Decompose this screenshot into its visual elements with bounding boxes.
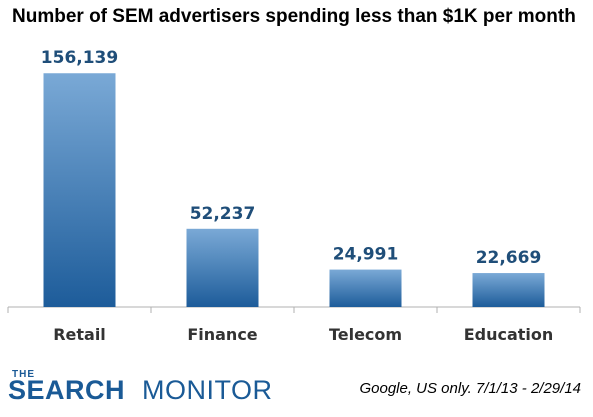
tick-label-retail: Retail — [53, 325, 106, 344]
data-label-telecom: 24,991 — [333, 245, 399, 265]
bar-finance — [186, 228, 259, 307]
tick-label-telecom: Telecom — [329, 325, 402, 344]
logo-the-text: THE — [12, 369, 35, 380]
tick-label-finance: Finance — [187, 325, 257, 344]
source-note: Google, US only. 7/1/13 - 2/29/14 — [359, 380, 581, 397]
data-label-retail: 156,139 — [41, 48, 118, 68]
chart-marks: 156,139 Retail 52,237 Finance 24,991 Telecom 2… — [7, 48, 581, 344]
logo-search-text: SEARCH — [8, 375, 126, 405]
data-label-education: 22,669 — [476, 248, 542, 268]
data-label-finance: 52,237 — [190, 204, 256, 224]
bar-education — [472, 273, 545, 307]
chart-title: Number of SEM advertisers spending less … — [12, 6, 576, 27]
bar-retail — [43, 73, 116, 307]
tick-label-education: Education — [464, 325, 554, 344]
bar-telecom — [329, 269, 402, 307]
searchmonitor-logo: THE SEARCH MONITOR — [8, 369, 272, 409]
logo-monitor-text: MONITOR — [142, 375, 273, 405]
